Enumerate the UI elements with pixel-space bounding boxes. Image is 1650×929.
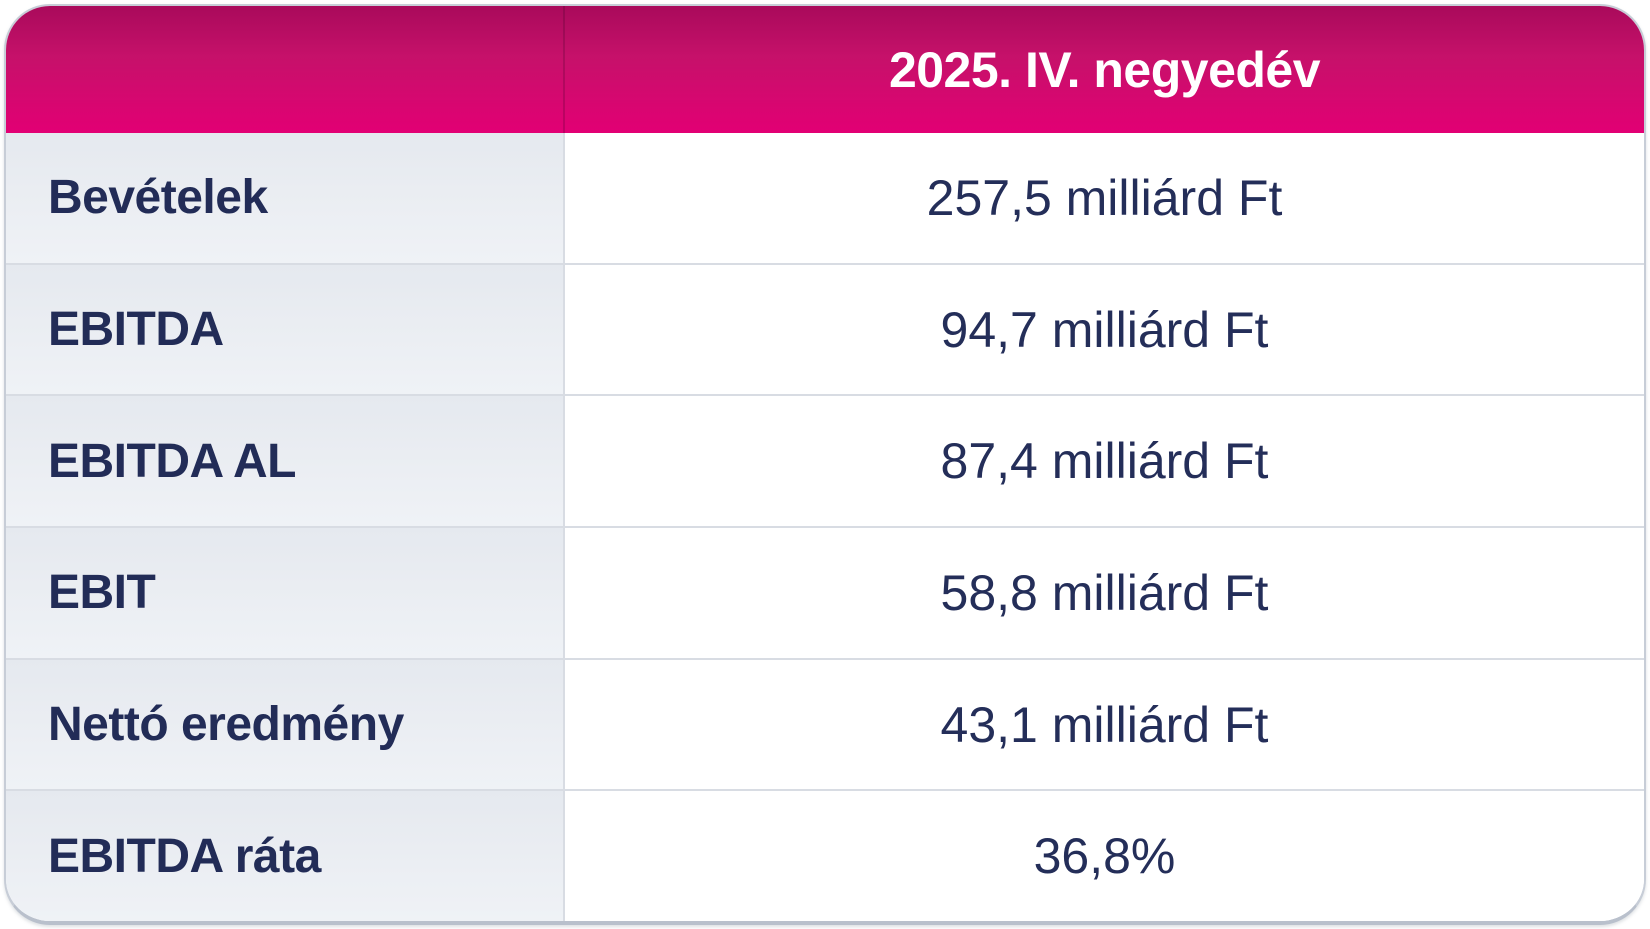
header-period-cell: 2025. IV. negyedév <box>563 6 1644 133</box>
row-label-ebitda-al: EBITDA AL <box>6 396 563 527</box>
table-row: Nettó eredmény 43,1 milliárd Ft <box>6 657 1644 790</box>
row-label-ebitda: EBITDA <box>6 264 563 395</box>
table-header-row: 2025. IV. negyedév <box>6 6 1644 133</box>
row-value-ebitda-rata: 36,8% <box>563 791 1644 921</box>
quarterly-results-table: 2025. IV. negyedév Bevételek 257,5 milli… <box>4 4 1646 925</box>
row-value-ebit: 58,8 milliárd Ft <box>563 528 1644 658</box>
table-row: EBITDA AL 87,4 milliárd Ft <box>6 394 1644 527</box>
row-value-bevetelek: 257,5 milliárd Ft <box>563 133 1644 263</box>
row-value-ebitda: 94,7 milliárd Ft <box>563 264 1644 395</box>
row-value-netto-eredmeny: 43,1 milliárd Ft <box>563 659 1644 790</box>
table-row: EBITDA 94,7 milliárd Ft <box>6 262 1644 395</box>
row-label-netto-eredmeny: Nettó eredmény <box>6 659 563 790</box>
row-label-ebitda-rata: EBITDA ráta <box>6 791 563 921</box>
header-empty-cell <box>6 6 563 133</box>
table-row: Bevételek 257,5 milliárd Ft <box>6 133 1644 263</box>
table-row: EBIT 58,8 milliárd Ft <box>6 526 1644 658</box>
table-row: EBITDA ráta 36,8% <box>6 789 1644 921</box>
row-label-ebit: EBIT <box>6 528 563 658</box>
row-value-ebitda-al: 87,4 milliárd Ft <box>563 396 1644 527</box>
row-label-bevetelek: Bevételek <box>6 133 563 263</box>
